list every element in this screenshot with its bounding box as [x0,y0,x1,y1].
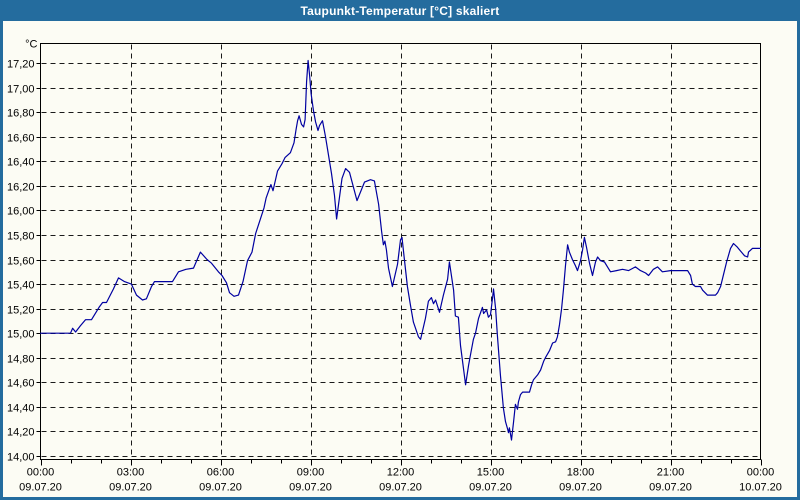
y-tick-label: 14,80 [7,354,35,366]
y-axis-unit-label: °C [25,39,37,51]
y-tick-label: 15,60 [7,256,35,268]
x-tick-date-label: 09.07.20 [649,482,692,494]
x-tick-time-label: 21:00 [657,467,685,479]
x-tick-date-label: 09.07.20 [19,482,62,494]
x-tick-time-label: 15:00 [477,467,505,479]
y-tick-label: 15,00 [7,329,35,341]
y-tick-label: 14,00 [7,452,35,464]
y-tick-label: 16,00 [7,206,35,218]
y-tick-label: 16,60 [7,133,35,145]
y-tick-label: 17,00 [7,84,35,96]
y-tick-label: 14,60 [7,378,35,390]
y-tick-label: 15,80 [7,231,35,243]
x-tick-time-label: 18:00 [567,467,595,479]
y-tick-label: 14,20 [7,427,35,439]
y-tick-label: 16,20 [7,182,35,194]
x-tick-date-label: 09.07.20 [199,482,242,494]
y-tick-label: 16,40 [7,157,35,169]
x-tick-time-label: 06:00 [207,467,235,479]
x-tick-date-label: 09.07.20 [289,482,332,494]
x-tick-time-label: 00:00 [747,467,775,479]
x-tick-date-label: 09.07.20 [559,482,602,494]
y-tick-label: 14,40 [7,403,35,415]
x-tick-date-label: 09.07.20 [469,482,512,494]
x-tick-time-label: 03:00 [117,467,145,479]
x-tick-time-label: 12:00 [387,467,415,479]
y-tick-label: 17,20 [7,59,35,71]
x-tick-time-label: 00:00 [27,467,55,479]
x-tick-date-label: 10.07.20 [739,482,782,494]
dewpoint-series-line [39,59,762,441]
window-titlebar: Taupunkt-Temperatur [°C] skaliert [0,0,800,21]
titlebar-background [0,0,800,21]
x-tick-date-label: 09.07.20 [379,482,422,494]
y-tick-label: 15,40 [7,280,35,292]
window-title: Taupunkt-Temperatur [°C] skaliert [300,3,500,18]
x-tick-time-label: 09:00 [297,467,325,479]
plot-area-border [40,43,761,460]
y-tick-label: 15,20 [7,305,35,317]
x-tick-date-label: 09.07.20 [109,482,152,494]
y-tick-label: 16,80 [7,108,35,120]
